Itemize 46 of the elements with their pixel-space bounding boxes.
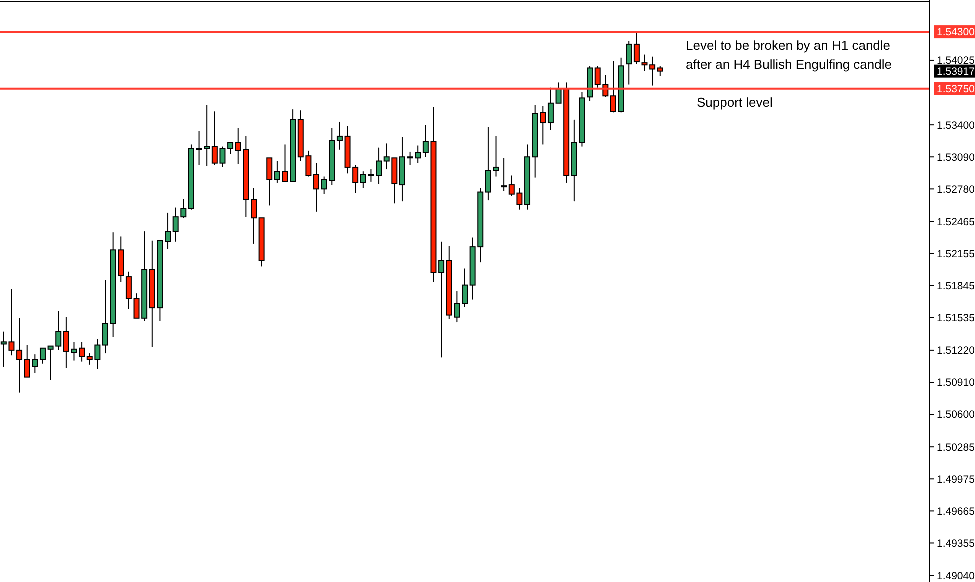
y-tick-label: 1.51535 bbox=[937, 312, 975, 325]
candlestick bbox=[266, 158, 273, 206]
candlestick bbox=[102, 280, 109, 354]
candlestick bbox=[462, 268, 468, 308]
candlestick bbox=[165, 212, 172, 250]
ref-line-label: 1.53750 bbox=[937, 84, 975, 96]
y-tick-label: 1.53400 bbox=[937, 120, 975, 132]
candlestick bbox=[493, 136, 500, 178]
candlestick bbox=[336, 121, 343, 150]
candlestick bbox=[501, 158, 508, 192]
y-tick-label: 1.49355 bbox=[937, 538, 975, 550]
candlestick bbox=[642, 54, 648, 72]
candlestick bbox=[126, 271, 132, 310]
y-tick-label: 1.52465 bbox=[937, 216, 975, 228]
candlestick bbox=[250, 188, 257, 244]
candlestick bbox=[634, 30, 640, 65]
y-tick-label: 1.50600 bbox=[937, 409, 975, 422]
y-tick-label: 1.50910 bbox=[937, 377, 975, 390]
annotation: Support level bbox=[697, 95, 773, 110]
candlestick bbox=[548, 87, 554, 131]
y-tick-label: 1.50285 bbox=[937, 442, 975, 454]
candlestick bbox=[610, 60, 616, 114]
candlestick bbox=[657, 66, 664, 77]
candlestick bbox=[485, 126, 492, 202]
candlestick bbox=[274, 160, 280, 184]
candlestick bbox=[314, 162, 320, 212]
candlestick bbox=[438, 241, 445, 358]
candlestick bbox=[16, 318, 23, 394]
y-tick-label: 1.53090 bbox=[937, 152, 975, 164]
y-tick-label: 1.51220 bbox=[937, 345, 975, 358]
candlestick bbox=[626, 40, 632, 86]
candlestick bbox=[228, 142, 234, 155]
candlestick bbox=[650, 56, 656, 86]
candlestick bbox=[40, 348, 46, 364]
annotation: Level to be broken by an H1 candle after an H4 Bullish Engulfing candle bbox=[686, 38, 892, 72]
y-tick-label: 1.54025 bbox=[937, 55, 975, 68]
y-tick-label: 1.49975 bbox=[937, 474, 975, 486]
y-tick-label: 1.52155 bbox=[937, 248, 975, 260]
candlestick bbox=[79, 342, 86, 362]
y-tick-label: 1.49040 bbox=[937, 570, 975, 582]
y-tick-label: 1.49665 bbox=[937, 506, 975, 518]
text: 1.53917 bbox=[937, 66, 975, 78]
y-tick-label: 1.51845 bbox=[937, 280, 975, 293]
candlestick bbox=[376, 147, 382, 185]
y-tick-label: 1.52780 bbox=[937, 184, 975, 196]
ref-line-label: 1.54300 bbox=[937, 26, 975, 39]
